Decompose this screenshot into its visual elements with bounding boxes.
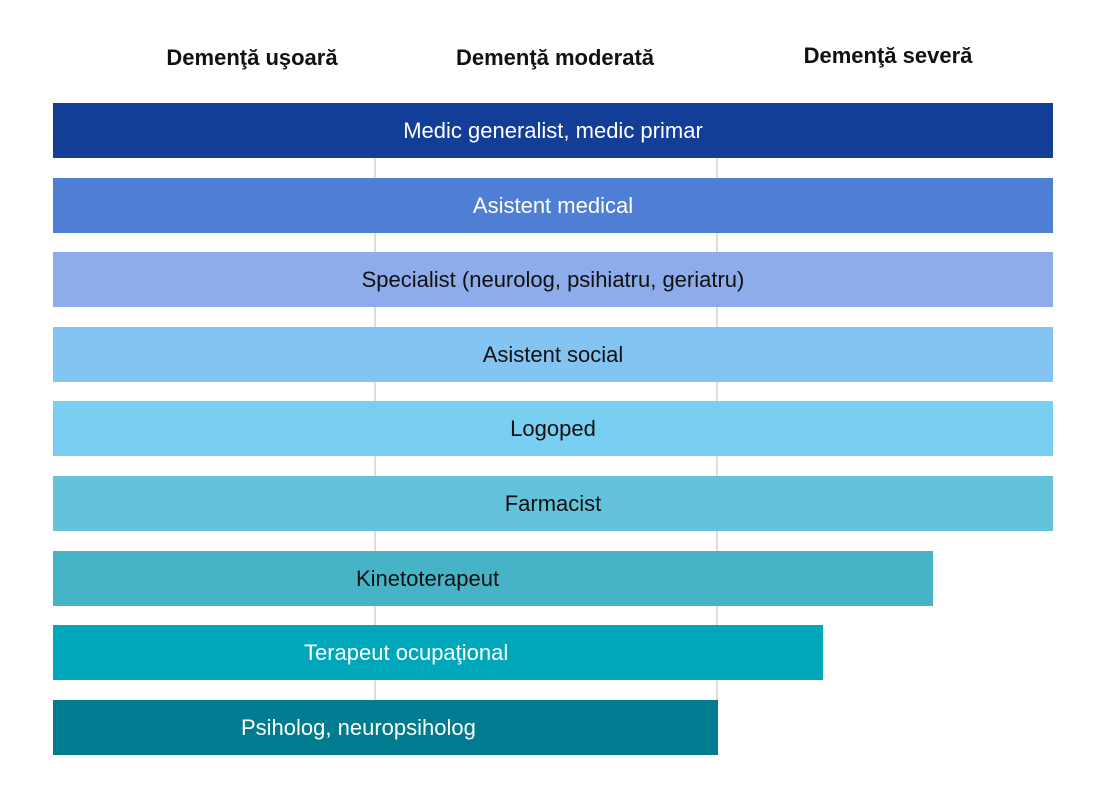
- bar-label: Farmacist: [504, 490, 602, 516]
- bar-label: Asistent social: [482, 341, 624, 367]
- bar-terapeut-ocupational: Terapeut ocupaţional: [53, 625, 823, 680]
- bar-asistent-medical: Asistent medical: [53, 178, 1053, 233]
- bar-kinetoterapeut: Kinetoterapeut: [53, 551, 933, 606]
- bar-specialist: Specialist (neurolog, psihiatru, geriatr…: [53, 252, 1053, 307]
- bar-farmacist: Farmacist: [53, 476, 1053, 531]
- header-severe-dementia: Demenţă severă: [803, 43, 973, 68]
- header-mild-dementia: Demenţă uşoară: [166, 45, 338, 70]
- bar-label: Logoped: [510, 415, 596, 441]
- bar-label: Terapeut ocupaţional: [304, 639, 509, 665]
- bar-label: Specialist (neurolog, psihiatru, geriatr…: [361, 266, 745, 292]
- bar-label: Asistent medical: [472, 192, 634, 218]
- bar-medic-generalist: Medic generalist, medic primar: [53, 103, 1053, 158]
- header-moderate-dementia: Demenţă moderată: [455, 45, 655, 70]
- bar-label: Psiholog, neuropsiholog: [241, 714, 476, 740]
- bar-label: Medic generalist, medic primar: [403, 117, 703, 143]
- bar-label: Kinetoterapeut: [356, 565, 500, 591]
- bar-logoped: Logoped: [53, 401, 1053, 456]
- bar-asistent-social: Asistent social: [53, 327, 1053, 382]
- bar-psiholog: Psiholog, neuropsiholog: [53, 700, 718, 755]
